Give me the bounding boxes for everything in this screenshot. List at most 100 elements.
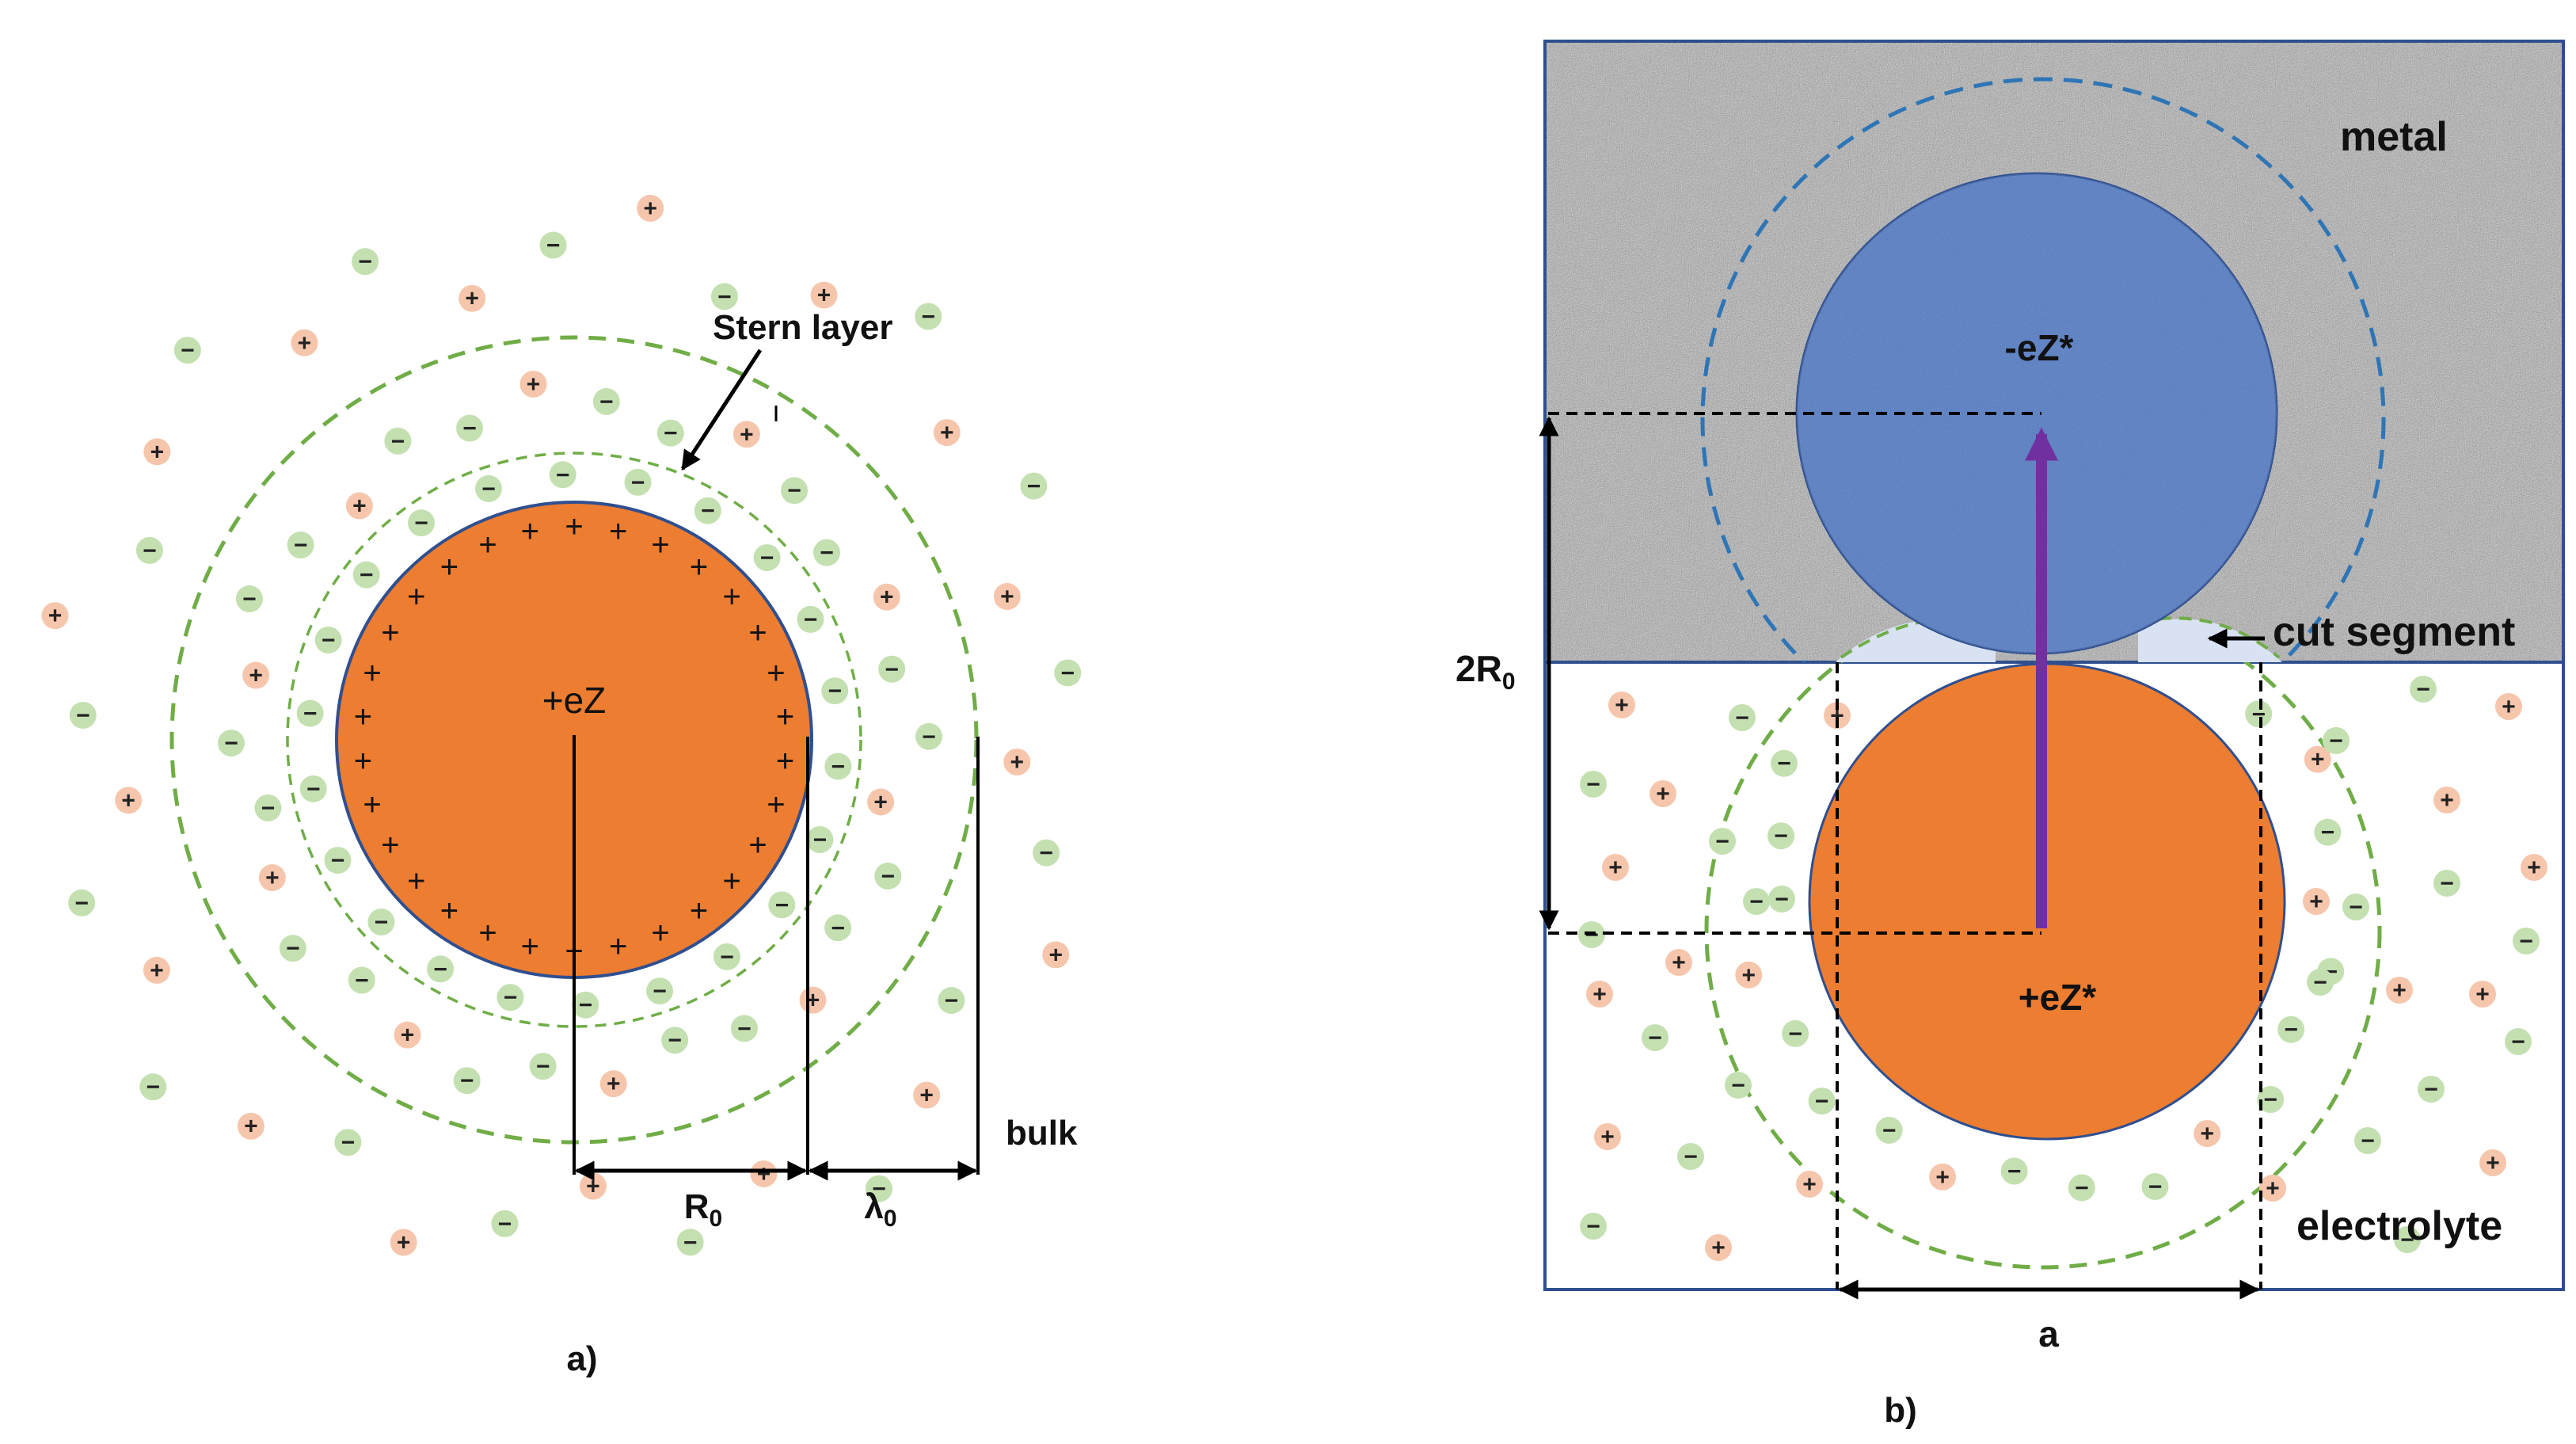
anion-ion: − [407, 509, 435, 537]
distance-label: 2R0 [1455, 648, 1516, 695]
ions-panel-b: +−−−+−−−+−−−+−−−+ −+−+ −− +−+−−++−−+−−++−+−… [1578, 676, 2547, 1261]
anion-ion: − [2277, 1015, 2305, 1043]
anion-ion: − [592, 387, 620, 415]
svg-text:+: + [1672, 950, 1686, 976]
surface-charge-sign: + [690, 550, 708, 585]
cation-ion: + [242, 661, 270, 689]
svg-text:−: − [322, 627, 336, 653]
cation-ion: + [799, 986, 827, 1014]
svg-text:−: − [828, 678, 842, 704]
anion-ion: − [235, 585, 263, 613]
svg-text:−: − [146, 1074, 160, 1100]
svg-text:+: + [880, 585, 894, 611]
cation-ion: + [394, 1021, 421, 1049]
cation-ion: + [143, 956, 170, 984]
cation-ion: + [2303, 888, 2330, 915]
anion-ion: − [2410, 676, 2437, 703]
metal-label: metal [2340, 114, 2448, 160]
cut-arc-right [2137, 616, 2281, 659]
svg-text:+: + [2309, 889, 2323, 915]
svg-text:+: + [940, 420, 954, 446]
anion-ion: − [812, 539, 840, 566]
cation-ion: + [1003, 748, 1031, 775]
anion-ion: − [797, 605, 824, 633]
anion-ion: − [299, 775, 327, 802]
svg-text:+: + [873, 789, 888, 815]
anion-ion: − [1743, 888, 1770, 915]
surface-charge-sign: + [354, 699, 372, 734]
svg-text:−: − [922, 724, 936, 750]
image-layer-boundary [1700, 77, 2386, 662]
svg-text:−: − [375, 909, 389, 935]
svg-text:−: − [701, 498, 715, 524]
anion-ion: − [1020, 472, 1048, 500]
cation-ion: + [1602, 854, 1629, 881]
cation-ion: + [1796, 1171, 1823, 1198]
svg-text:−: − [331, 848, 345, 874]
cation-ion: + [2521, 854, 2547, 881]
svg-text:−: − [242, 586, 257, 612]
svg-text:+: + [1000, 584, 1014, 610]
anion-ion: − [314, 627, 342, 654]
svg-text:−: − [556, 462, 570, 488]
anion-ion: − [1725, 1072, 1752, 1099]
cation-ion: + [291, 329, 318, 356]
svg-text:−: − [286, 935, 300, 962]
anion-ion: − [730, 1015, 758, 1042]
ions-panel-a: −−−−−−−−−−−−−−−−− −−−−−+−−+−−+−−+−−+−−+−−… [41, 194, 1082, 1256]
svg-text:+: + [586, 1173, 600, 1199]
surface-charge-sign: + [651, 528, 669, 562]
cation-ion: + [115, 787, 143, 814]
surface-charge-sign: + [776, 744, 794, 779]
svg-text:−: − [143, 538, 157, 564]
image-charge-label: -eZ* [2005, 327, 2074, 368]
svg-text:+: + [2502, 694, 2516, 720]
svg-text:−: − [668, 1027, 682, 1053]
svg-text:−: − [2313, 970, 2327, 996]
svg-text:−: − [1585, 922, 1599, 948]
svg-text:−: − [631, 470, 645, 496]
svg-text:+: + [2440, 787, 2454, 813]
svg-text:−: − [391, 429, 405, 455]
cut-segment-label: cut segment [2273, 609, 2515, 655]
cation-ion: + [2433, 787, 2460, 813]
svg-text:−: − [303, 701, 318, 727]
cation-ion: + [599, 1070, 627, 1098]
svg-text:−: − [1731, 1073, 1745, 1099]
anion-ion: − [865, 1175, 892, 1202]
anion-ion: − [2433, 870, 2460, 897]
surface-charge-sign: + [776, 699, 794, 734]
surface-charge-sign: + [748, 615, 767, 650]
diffuse-layer-boundary-b [1704, 662, 2382, 1270]
cation-ion: + [143, 438, 171, 466]
anion-ion: − [1580, 1213, 1607, 1240]
svg-text:−: − [261, 795, 276, 821]
electrolyte-label: electrolyte [2296, 1203, 2502, 1249]
surface-charge-sign: + [521, 929, 539, 964]
anion-ion: − [915, 722, 942, 750]
svg-text:−: − [683, 1229, 698, 1255]
svg-text:−: − [294, 532, 308, 558]
svg-text:−: − [599, 389, 614, 415]
anion-ion: − [456, 414, 484, 442]
cation-ion: + [637, 194, 664, 222]
real-charge-label: +eZ* [2019, 977, 2097, 1018]
cation-ion: + [732, 421, 760, 448]
anion-ion: − [2418, 1076, 2445, 1103]
svg-text:+: + [806, 988, 820, 1014]
surface-charge-sign: + [381, 615, 399, 650]
anion-ion: − [2513, 928, 2540, 954]
surface-charge-sign: + [722, 580, 740, 615]
svg-text:−: − [831, 753, 846, 779]
svg-text:+: + [1830, 703, 1844, 729]
svg-text:+: + [527, 371, 541, 398]
surface-charge-sign: + [407, 580, 425, 615]
cation-ion: + [519, 370, 547, 398]
svg-text:−: − [2075, 1175, 2089, 1201]
svg-text:−: − [1749, 889, 1764, 915]
svg-text:+: + [401, 1023, 415, 1049]
svg-text:−: − [760, 545, 774, 571]
svg-text:−: − [2284, 1017, 2298, 1043]
stern-layer-label: Stern layer [713, 308, 892, 347]
